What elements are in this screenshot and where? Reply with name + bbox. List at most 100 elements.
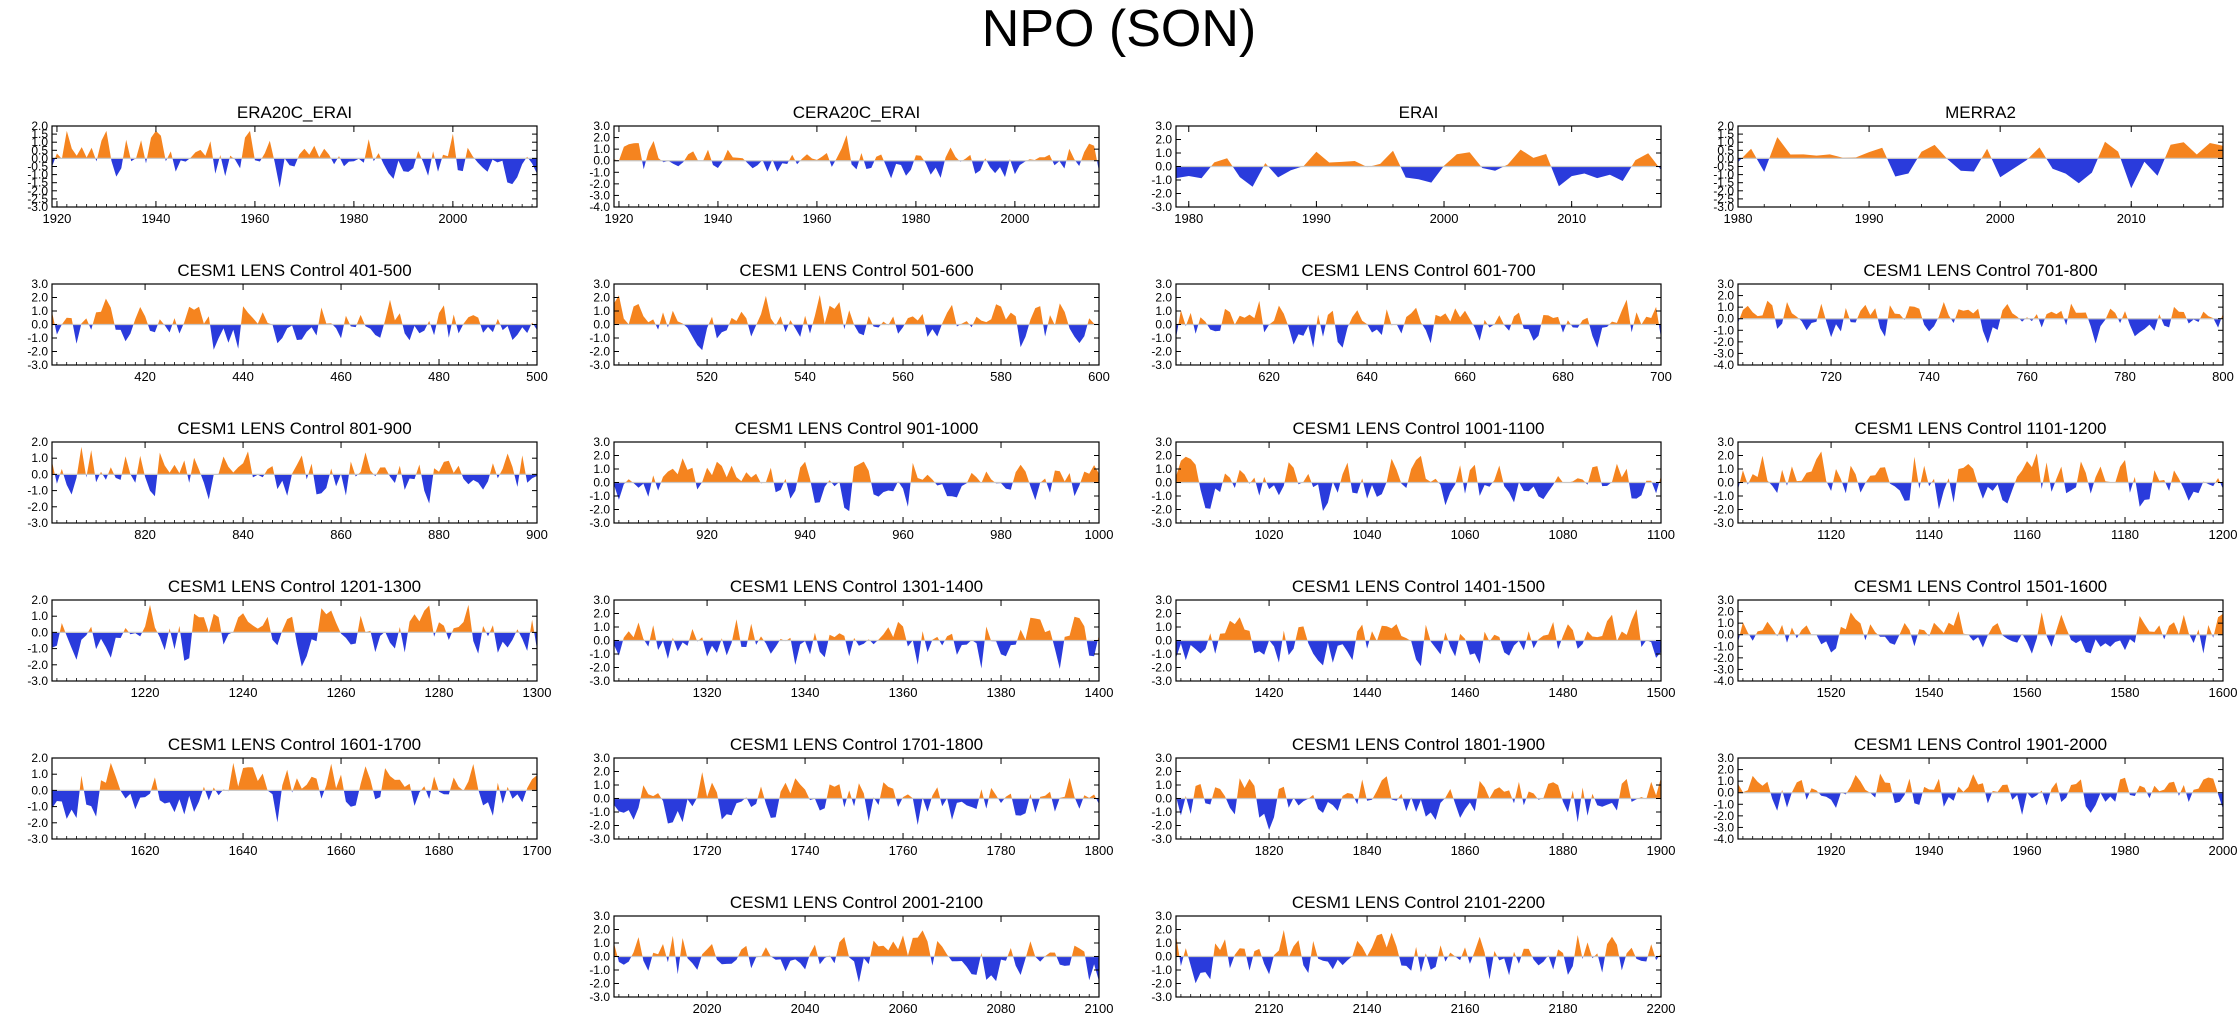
y-tick-label: -1.0 (1713, 797, 1734, 811)
positive-area (1738, 773, 2223, 793)
y-tick-label: 1.0 (1155, 304, 1172, 318)
y-tick-label: 0.0 (593, 634, 610, 648)
panel-title: CESM1 LENS Control 1001-1100 (1293, 419, 1545, 438)
y-tick-label: 0.0 (593, 476, 610, 490)
x-tick-label: 440 (232, 369, 254, 384)
x-tick-label: 1000 (1085, 527, 1114, 542)
x-tick-label: 2000 (438, 211, 467, 226)
x-tick-label: 1280 (425, 685, 454, 700)
panel-title: CESM1 LENS Control 601-700 (1301, 261, 1535, 280)
y-tick-label: 3.0 (1155, 909, 1172, 923)
y-tick-label: 0.5 (31, 143, 48, 157)
plot-frame (1737, 599, 2224, 682)
x-tick-label: 900 (526, 527, 548, 542)
y-tick-label: -2.0 (1713, 651, 1734, 665)
panel-1: CERA20C_ERAI 3.02.01.00.0-1.0-2.0-3.0-4.0… (589, 103, 1100, 226)
x-tick-label: 1320 (693, 685, 722, 700)
y-tick-label: -1.5 (1713, 176, 1734, 190)
positive-area (1176, 149, 1661, 167)
x-tick-label: 520 (696, 369, 718, 384)
x-tick-label: 1840 (1353, 843, 1382, 858)
x-tick-label: 1260 (327, 685, 356, 700)
x-tick-label: 1440 (1353, 685, 1382, 700)
positive-area (1176, 609, 1661, 641)
y-tick-label: 3.0 (1717, 593, 1734, 607)
panel-title: CESM1 LENS Control 801-900 (177, 419, 411, 438)
y-tick-label: -1.0 (1151, 805, 1172, 819)
x-tick-label: 1540 (1915, 685, 1944, 700)
y-tick-label: -3.0 (27, 674, 48, 688)
panel-title: CESM1 LENS Control 1101-1200 (1855, 419, 2107, 438)
y-tick-label: 2.0 (31, 291, 48, 305)
negative-area (614, 798, 1099, 825)
x-tick-label: 1860 (1451, 843, 1480, 858)
y-tick-label: 0.0 (1155, 318, 1172, 332)
negative-area (1738, 158, 2223, 189)
x-tick-label: 1820 (1255, 843, 1284, 858)
x-tick-label: 2000 (1000, 211, 1029, 226)
y-tick-label: 1.5 (31, 127, 48, 141)
y-tick-label: -2.0 (589, 177, 610, 191)
y-tick-label: -1.0 (1713, 489, 1734, 503)
panel-0: ERA20C_ERAI2.01.51.00.50.0-0.5-1.0-1.5-2… (27, 103, 538, 226)
negative-area (614, 482, 1099, 512)
x-tick-label: 540 (794, 369, 816, 384)
x-tick-label: 1980 (901, 211, 930, 226)
x-tick-label: 1020 (1255, 527, 1284, 542)
y-tick-label: -4.0 (589, 200, 610, 214)
y-tick-label: -3.0 (1151, 674, 1172, 688)
x-tick-label: 2000 (1430, 211, 1459, 226)
x-tick-label: 2010 (2117, 211, 2146, 226)
x-tick-label: 2120 (1255, 1001, 1284, 1016)
x-tick-label: 1740 (791, 843, 820, 858)
positive-area (614, 458, 1099, 483)
y-tick-label: 0.0 (593, 792, 610, 806)
x-tick-label: 1520 (1817, 685, 1846, 700)
x-tick-label: 1920 (1817, 843, 1846, 858)
x-tick-label: 1360 (889, 685, 918, 700)
x-tick-label: 640 (1356, 369, 1378, 384)
x-tick-label: 1160 (2013, 527, 2041, 542)
y-tick-label: 3.0 (593, 277, 610, 291)
x-tick-label: 1500 (1647, 685, 1676, 700)
x-tick-label: 1660 (327, 843, 356, 858)
y-tick-label: 1.0 (1717, 135, 1734, 149)
y-tick-label: -3.0 (589, 674, 610, 688)
y-tick-label: -1.0 (27, 484, 48, 498)
negative-area (52, 158, 537, 188)
panel-13: CESM1 LENS Control 1301-1400 3.02.01.00.0… (589, 577, 1113, 700)
panel-9: CESM1 LENS Control 901-10003.02.01.00.0-… (589, 419, 1113, 542)
panel-3: MERRA2 2.01.51.00.50.0-0.5-1.0-1.5-2.0-2.… (1713, 103, 2224, 226)
y-tick-label: -2.0 (589, 345, 610, 359)
x-tick-label: 980 (990, 527, 1012, 542)
positive-area (1738, 451, 2223, 483)
positive-area (52, 298, 537, 325)
y-tick-label: 0.0 (1155, 792, 1172, 806)
negative-area (614, 324, 1099, 351)
x-tick-label: 1180 (2111, 527, 2139, 542)
panel-title: MERRA2 (1945, 103, 2016, 122)
negative-area (1738, 482, 2223, 510)
panel-title: CESM1 LENS Control 401-500 (177, 261, 411, 280)
y-tick-label: 2.0 (1155, 923, 1172, 937)
y-tick-label: -1.0 (589, 963, 610, 977)
x-tick-label: 580 (990, 369, 1012, 384)
y-tick-label: 1.0 (1155, 462, 1172, 476)
x-tick-label: 960 (892, 527, 914, 542)
panel-16: CESM1 LENS Control 1601-1700 2.0 1.0 0.0 -1.… (27, 735, 551, 858)
y-tick-label: 0.0 (593, 318, 610, 332)
y-tick-label: -2.0 (589, 503, 610, 517)
positive-area (1738, 611, 2223, 635)
positive-area (52, 130, 537, 159)
x-tick-label: 1960 (240, 211, 269, 226)
panel-4: CESM1 LENS Control 401-500 3.02.01.00.0-1… (27, 261, 548, 384)
y-tick-label: -4.0 (1713, 832, 1734, 846)
positive-area (52, 604, 537, 633)
y-tick-label: -3.0 (589, 516, 610, 530)
y-tick-label: 0.0 (31, 318, 48, 332)
x-tick-label: 1920 (42, 211, 71, 226)
panel-6: CESM1 LENS Control 601-700 3.02.01.00.0-1… (1151, 261, 1672, 384)
y-tick-label: 3.0 (1155, 593, 1172, 607)
y-tick-label: 1.0 (593, 142, 610, 156)
panel-title: CESM1 LENS Control 1501-1600 (1854, 577, 2107, 596)
